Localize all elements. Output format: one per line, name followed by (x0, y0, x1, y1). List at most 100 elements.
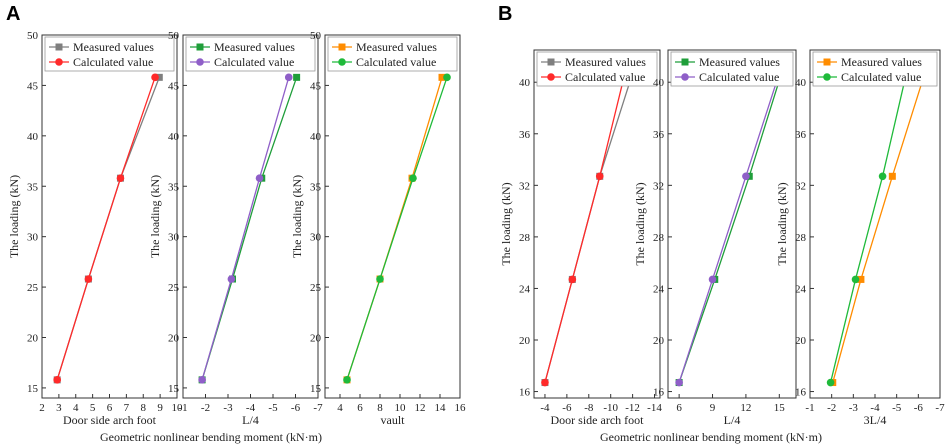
x-axis-label: 3L/4 (864, 413, 887, 427)
x-tick-label: -5 (268, 402, 278, 414)
series-line-calculated (678, 72, 780, 383)
x-axis-label: L/4 (242, 413, 259, 427)
data-point-square (155, 73, 163, 81)
y-tick-label: 36 (519, 129, 531, 141)
x-tick-label: 14 (435, 402, 447, 414)
x-tick-label: -8 (584, 402, 594, 414)
x-tick-label: -4 (540, 402, 550, 414)
y-tick-label: 50 (168, 30, 180, 42)
y-tick-label: 28 (519, 232, 531, 244)
x-tick-label: 12 (740, 402, 751, 414)
y-tick-label: 20 (519, 335, 531, 347)
data-point-circle (541, 378, 549, 387)
x-tick-label: -3 (223, 402, 233, 414)
x-tick-label: 4 (337, 402, 343, 414)
legend-label: Measured values (214, 40, 295, 54)
y-tick-label: 20 (27, 333, 39, 345)
x-tick-label: 2 (39, 402, 45, 414)
x-tick-label: -10 (603, 402, 618, 414)
y-tick-label: 16 (653, 387, 665, 399)
x-tick-label: -14 (647, 402, 662, 414)
x-tick-label: -6 (291, 402, 301, 414)
y-tick-label: 40 (310, 131, 322, 143)
y-axis-label: The loading (kN) (775, 182, 789, 265)
data-point-circle (151, 73, 159, 82)
y-axis-label: The loading (kN) (499, 182, 513, 265)
x-tick-label: -4 (870, 402, 880, 414)
x-axis-label: Door side arch foot (551, 413, 645, 427)
data-point-square (857, 275, 865, 283)
y-tick-label: 40 (519, 77, 531, 89)
x-tick-label: -2 (201, 402, 210, 414)
legend-box (327, 36, 458, 72)
legend-label: Calculated value (565, 70, 645, 84)
x-tick-label: 9 (157, 402, 163, 414)
data-point-circle (568, 275, 577, 284)
x-tick-label: -2 (827, 402, 836, 414)
x-tick-label: 8 (377, 402, 383, 414)
data-point-circle (376, 275, 384, 283)
legend-label: Measured values (356, 40, 437, 54)
legend-label: Calculated value (214, 55, 294, 69)
legend-marker-square (55, 43, 63, 51)
legend-marker-circle (196, 58, 204, 66)
y-tick-label: 40 (795, 77, 807, 89)
common-xlabel-a: Geometric nonlinear bending moment (kN·m… (100, 430, 322, 444)
data-point-square (293, 73, 301, 81)
data-point-circle (742, 172, 750, 181)
y-tick-label: 24 (519, 283, 531, 295)
y-tick-label: 36 (795, 129, 807, 141)
data-point-circle (595, 172, 604, 181)
x-tick-label: 7 (124, 402, 130, 414)
x-tick-label: -1 (178, 402, 187, 414)
y-tick-label: 20 (653, 335, 665, 347)
x-tick-label: 16 (455, 402, 467, 414)
x-tick-label: 15 (774, 402, 786, 414)
data-point-circle (851, 275, 860, 284)
legend-marker-square (681, 58, 689, 66)
legend-marker-square (196, 43, 204, 51)
x-tick-label: 12 (415, 402, 426, 414)
y-tick-label: 32 (653, 180, 664, 192)
data-point-circle (878, 172, 887, 181)
x-tick-label: 6 (357, 402, 363, 414)
y-tick-label: 25 (310, 282, 322, 294)
legend-box (536, 51, 658, 87)
data-point-circle (826, 378, 835, 387)
series-line-calculated (829, 73, 908, 383)
y-tick-label: 50 (27, 30, 39, 42)
legend-marker-square (338, 43, 346, 51)
y-tick-label: 25 (27, 282, 39, 294)
y-axis-label: The loading (kN) (290, 175, 304, 258)
x-tick-label: -7 (313, 402, 323, 414)
y-tick-label: 32 (795, 180, 806, 192)
legend-marker-square (547, 58, 555, 66)
y-tick-label: 28 (795, 232, 807, 244)
series-line-calculated (544, 73, 626, 383)
legend-box (670, 51, 794, 87)
y-axis-label: The loading (kN) (633, 182, 647, 265)
legend-marker-square (823, 58, 831, 66)
series-line-measured (678, 73, 783, 383)
y-tick-label: 40 (653, 77, 665, 89)
plot-frame (667, 49, 797, 399)
series-line-calculated (346, 77, 448, 381)
data-point-circle (255, 174, 264, 182)
y-tick-label: 40 (168, 131, 180, 143)
y-tick-label: 15 (310, 383, 322, 395)
x-tick-label: 10 (395, 402, 407, 414)
y-tick-label: 35 (168, 181, 180, 193)
legend-label: Calculated value (73, 55, 153, 69)
panel-letter-b: B (498, 3, 512, 25)
y-tick-label: 45 (168, 80, 180, 92)
y-tick-label: 32 (519, 180, 530, 192)
legend-label: Measured values (565, 55, 646, 69)
x-tick-label: -6 (914, 402, 924, 414)
legend-label: Calculated value (356, 55, 436, 69)
x-tick-label: -5 (892, 402, 902, 414)
y-tick-label: 35 (27, 181, 39, 193)
y-tick-label: 40 (27, 131, 39, 143)
y-tick-label: 16 (519, 387, 531, 399)
